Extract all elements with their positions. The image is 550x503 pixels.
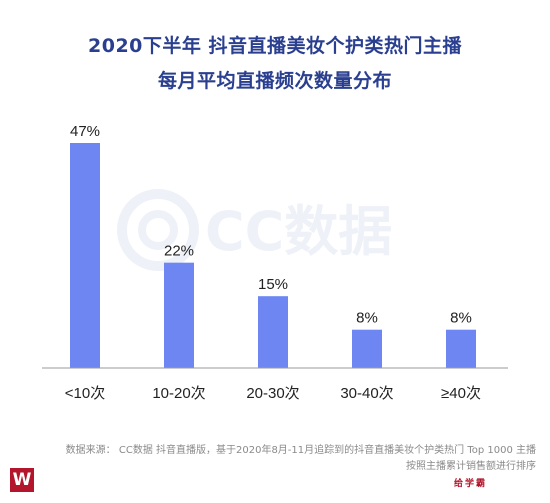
- brand-logo: W: [10, 468, 34, 492]
- watermark-text: CC数据: [205, 200, 392, 263]
- chart-title-line2: 每月平均直播频次数量分布: [157, 70, 392, 92]
- sort-footnote: 按照主播累计销售额进行排序: [406, 461, 536, 472]
- bar-2: [258, 296, 288, 368]
- value-label-2: 15%: [258, 276, 288, 293]
- value-label-1: 22%: [164, 243, 194, 260]
- category-label-1: 10-20次: [152, 385, 205, 402]
- category-label-3: 30-40次: [340, 385, 393, 402]
- watermark: CC数据: [117, 189, 392, 271]
- brand-text: 给学霸: [454, 479, 488, 489]
- category-label-2: 20-30次: [246, 385, 299, 402]
- bar-4: [446, 329, 476, 368]
- value-label-3: 8%: [356, 310, 378, 327]
- chart-title-line1: 2020下半年 抖音直播美妆个护类热门主播: [88, 35, 462, 57]
- source-footnote: 数据来源： CC数据 抖音直播版，基于2020年8月-11月追踪到的抖音直播美妆…: [65, 445, 536, 456]
- bar-1: [164, 262, 194, 368]
- category-label-0: <10次: [65, 385, 105, 402]
- bar-chart: CC数据 47% <10次 22% 10-20次 15% 20-30次 8% 30-40次 8%…: [42, 123, 508, 402]
- value-label-0: 47%: [70, 123, 100, 140]
- category-label-4: ≥40次: [441, 385, 481, 402]
- bar-3: [352, 329, 382, 368]
- bar-0: [70, 143, 100, 368]
- value-label-4: 8%: [450, 310, 472, 327]
